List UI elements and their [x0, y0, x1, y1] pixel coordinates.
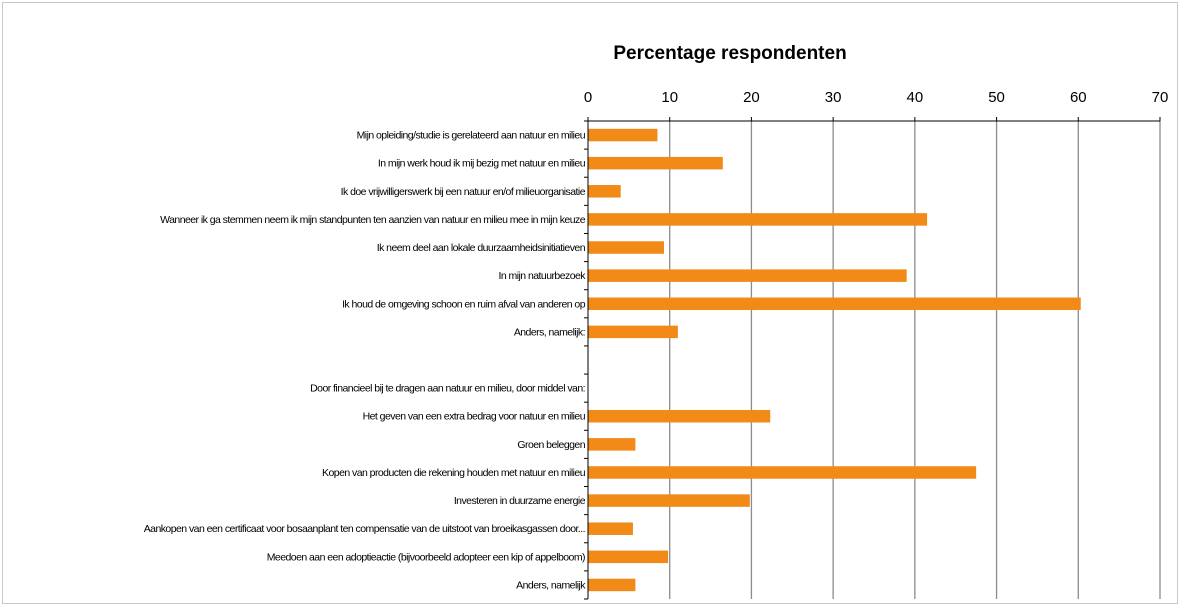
bar	[588, 494, 750, 507]
x-tick-label: 50	[988, 89, 1005, 106]
x-tick-label: 20	[743, 89, 760, 106]
bar	[588, 213, 928, 226]
bar	[588, 156, 723, 170]
category-label: Anders, namelijk:	[514, 326, 585, 338]
category-label: Wanneer ik ga stemmen neem ik mijn stand…	[160, 214, 586, 226]
category-label: Door financieel bij te dragen aan natuur…	[310, 383, 585, 395]
category-label: Ik neem deel aan lokale duurzaamheidsini…	[377, 242, 586, 254]
category-label: Aankopen van een certificaat voor bosaan…	[144, 523, 585, 535]
bar	[588, 185, 621, 198]
bar	[588, 128, 658, 142]
bar	[588, 269, 907, 282]
x-tick-label: 30	[825, 89, 842, 106]
category-label: Kopen van producten die rekening houden …	[322, 467, 586, 479]
x-axis-ticks: 0 10 20 30 40 50 60 70	[584, 89, 1169, 121]
chart-title: Percentage respondenten	[613, 43, 846, 64]
x-tick-label: 70	[1152, 89, 1169, 106]
category-label: Mijn opleiding/studie is gerelateerd aan…	[357, 130, 586, 142]
category-labels: Mijn opleiding/studie is gerelateerd aan…	[144, 130, 587, 592]
x-tick-label: 10	[661, 89, 678, 106]
bar	[588, 297, 1081, 311]
category-label: Het geven van een extra bedrag voor natu…	[363, 411, 586, 423]
category-label: In mijn werk houd ik mij bezig met natuu…	[378, 158, 586, 170]
axes	[584, 120, 1160, 600]
category-label: Groen beleggen	[517, 439, 585, 451]
bars	[588, 128, 1081, 592]
x-tick-label: 0	[584, 89, 592, 106]
bar	[588, 522, 633, 535]
x-tick-label: 40	[907, 89, 924, 106]
bar	[588, 550, 669, 564]
category-label: Ik doe vrijwilligerswerk bij een natuur …	[341, 186, 586, 198]
bar	[588, 409, 771, 423]
category-label: Investeren in duurzame energie	[454, 495, 586, 507]
x-tick-label: 60	[1070, 89, 1087, 106]
category-label: Meedoen aan een adoptieactie (bijvoorbee…	[267, 551, 585, 563]
bar-chart: Percentage respondenten 0 10 20 30 40 50 60 70 …	[144, 43, 1169, 600]
category-label: Ik houd de omgeving schoon en ruim afval…	[342, 298, 586, 310]
bar	[588, 578, 636, 592]
bar	[588, 325, 678, 339]
category-label: Anders, namelijk	[516, 579, 586, 591]
gridlines	[669, 121, 1161, 599]
category-label: In mijn natuurbezoek	[499, 270, 587, 282]
bar	[588, 466, 977, 479]
bar	[588, 438, 636, 451]
bar	[588, 241, 664, 254]
